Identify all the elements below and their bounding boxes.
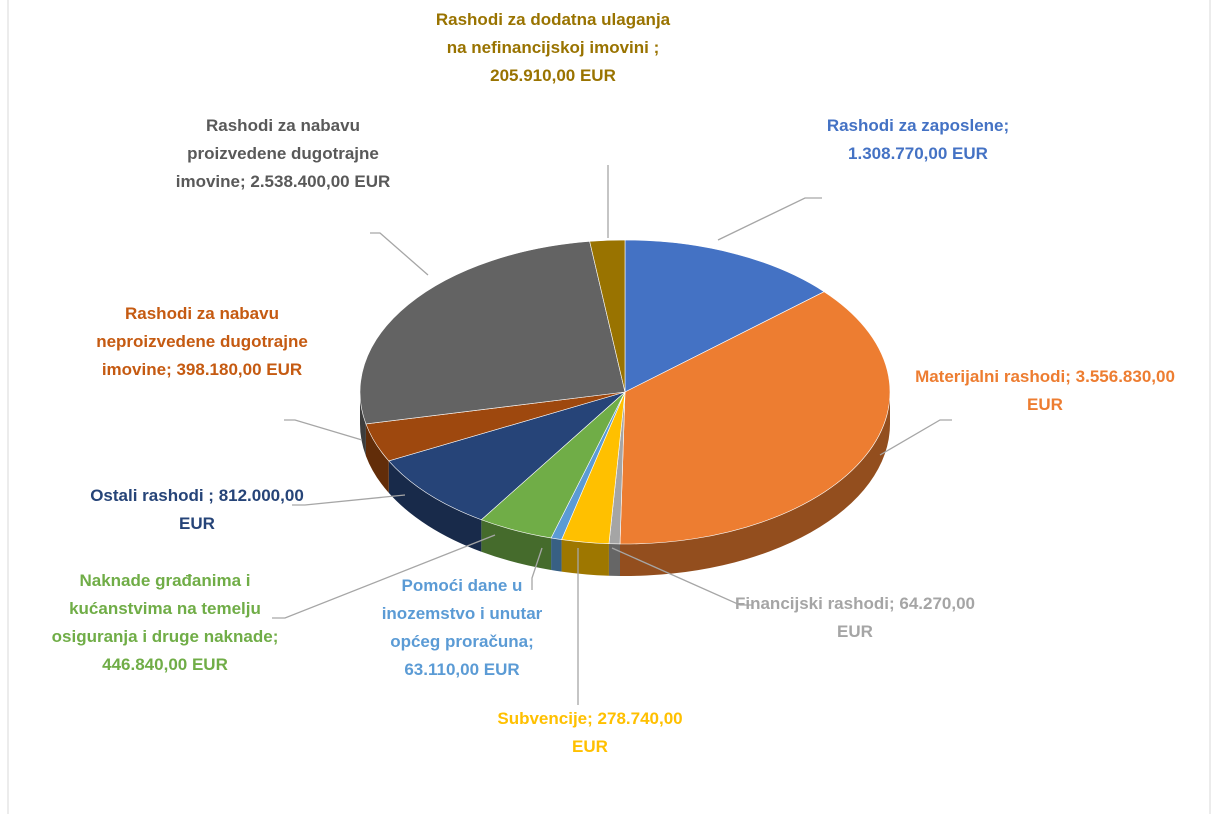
slice-side [481,519,552,570]
data-label: Rashodi za nabavu neproizvedene dugotraj… [82,300,322,384]
data-label: Financijski rashodi; 64.270,00 EUR [730,590,980,646]
data-label: Rashodi za dodatna ulaganja na nefinanci… [433,6,673,90]
leader-line [879,419,952,456]
leader-line [717,197,822,241]
slice [619,291,891,545]
data-label: Rashodi za nabavu proizvedene dugotrajne… [158,112,408,196]
category-label: Ostali rashodi ; [90,486,214,505]
value-label: 812.000,00 EUR [179,486,304,533]
category-label: Rashodi za zaposlene; [826,116,1010,135]
value-label: 64.270,00 EUR [837,594,976,641]
data-label: Subvencije; 278.740,00 EUR [490,705,690,761]
value-label: 3.556.830,00 EUR [1027,367,1175,414]
leader-line [272,534,496,619]
value-label: 446.840,00 EUR [102,655,228,674]
value-label: 2.538.400,00 EUR [250,172,391,191]
category-label: Rashodi za dodatna ulaganja na nefinanci… [435,10,671,57]
pie [359,239,891,576]
slice-side [551,537,562,572]
slice [388,391,626,521]
data-label: Naknade građanima i kućanstvima na temel… [45,567,285,679]
leader-line [284,419,363,441]
category-label: Naknade građanima i kućanstvima na temel… [51,571,279,646]
slice-side [608,543,620,576]
slice-side [365,423,389,493]
value-label: 398.180,00 EUR [176,360,303,379]
leader-line [370,232,429,276]
slice [359,241,626,425]
value-label: 63.110,00 EUR [404,660,520,679]
category-label: Financijski rashodi; [734,594,895,613]
slice-side [561,539,609,576]
slice-side [388,460,482,552]
data-label: Ostali rashodi ; 812.000,00 EUR [82,482,312,538]
data-label: Materijalni rashodi; 3.556.830,00 EUR [915,363,1175,419]
category-label: Rashodi za nabavu proizvedene dugotrajne… [175,116,379,191]
slice [589,239,626,393]
value-label: 278.740,00 EUR [572,709,683,756]
value-label: 205.910,00 EUR [490,66,616,85]
data-label: Rashodi za zaposlene; 1.308.770,00 EUR [826,112,1011,168]
category-label: Subvencije; [497,709,593,728]
leader-line [531,547,543,590]
value-label: 1.308.770,00 EUR [848,144,988,163]
category-label: Materijalni rashodi; [915,367,1071,386]
category-label: Pomoći dane u inozemstvo i unutar općeg … [381,576,543,651]
leader-line [611,547,752,606]
category-label: Rashodi za nabavu neproizvedene dugotraj… [96,304,308,379]
data-label: Pomoći dane u inozemstvo i unutar općeg … [357,572,567,684]
slice [624,239,825,393]
leader-line [292,494,406,506]
